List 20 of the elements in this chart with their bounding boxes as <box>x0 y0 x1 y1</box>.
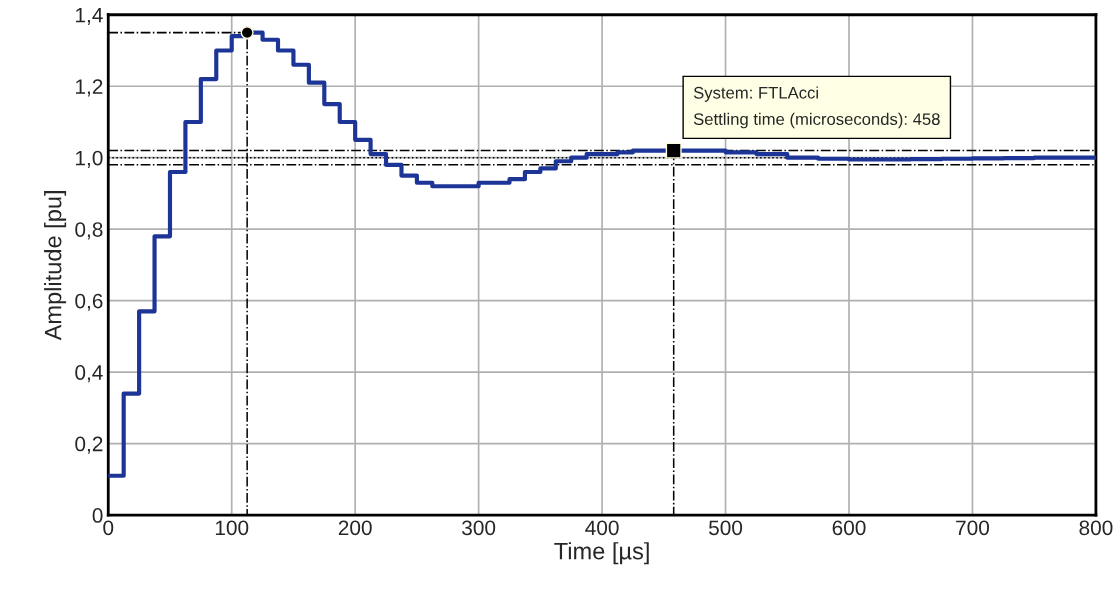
y-axis-title: Amplitude [pu] <box>44 191 67 341</box>
y-tick-label: 0 <box>92 508 103 523</box>
x-tick-label: 700 <box>956 520 990 536</box>
x-tick-label: 300 <box>462 520 496 536</box>
y-tick-label: 1,4 <box>76 7 103 25</box>
y-tick-label: 0,6 <box>75 293 103 311</box>
x-axis-title: Time [µs] <box>554 542 649 565</box>
x-tick-label: 200 <box>338 520 372 536</box>
y-tick-label: 0,8 <box>75 222 103 240</box>
x-tick-label: 0 <box>103 520 114 536</box>
x-tick-label: 800 <box>1079 520 1113 536</box>
annotation: System: FTLAcci Settling time (microseconds): 458 <box>693 86 940 129</box>
y-tick-label: 0,4 <box>75 365 103 383</box>
x-tick-label: 600 <box>832 520 866 536</box>
x-tick-label: 100 <box>215 520 249 536</box>
y-tick-label: 1,0 <box>76 150 103 168</box>
x-tick-label: 500 <box>708 520 743 536</box>
y-tick-label: 1,2 <box>76 79 103 97</box>
y-tick-label: 0,2 <box>75 436 103 454</box>
x-tick-label: 400 <box>585 520 619 536</box>
